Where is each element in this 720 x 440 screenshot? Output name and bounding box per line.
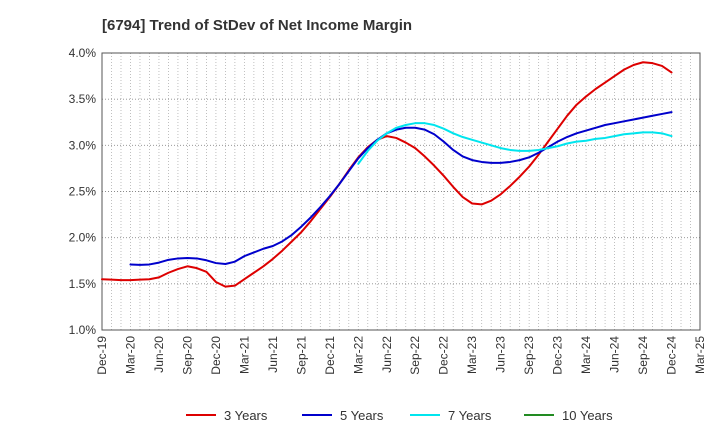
y-tick-label: 1.5% <box>69 277 97 291</box>
x-tick-label: Dec-22 <box>437 336 451 375</box>
chart-title: [6794] Trend of StDev of Net Income Marg… <box>102 17 412 34</box>
series-lines <box>101 61 673 288</box>
x-tick-label: Dec-19 <box>95 336 109 375</box>
y-tick-label: 4.0% <box>69 46 97 60</box>
legend-label: 10 Years <box>562 408 613 423</box>
x-tick-label: Jun-22 <box>380 336 394 373</box>
x-tick-label: Mar-24 <box>579 336 593 374</box>
y-tick-label: 1.0% <box>69 323 97 337</box>
series-line-3-years <box>101 61 673 288</box>
x-tick-label: Sep-21 <box>294 336 308 375</box>
x-tick-label: Dec-24 <box>665 336 679 375</box>
axes: 1.0% 1.5% 2.0% 2.5% 3.0% 3.5% 4.0% Dec-19 Mar-20… <box>69 46 707 375</box>
legend-label: 3 Years <box>224 408 268 423</box>
x-tick-label: Sep-20 <box>180 336 194 375</box>
y-tick-label: 3.0% <box>69 138 97 152</box>
legend: 3 Years 5 Years 7 Years 10 Years <box>186 408 613 423</box>
series-line-5-years <box>129 111 673 266</box>
x-tick-label: Jun-20 <box>152 336 166 373</box>
x-tick-label: Sep-24 <box>636 336 650 375</box>
y-tick-label: 3.5% <box>69 92 97 106</box>
grid <box>101 52 701 331</box>
x-tick-label: Jun-23 <box>494 336 508 373</box>
x-tick-label: Mar-25 <box>693 336 707 374</box>
legend-label: 5 Years <box>340 408 384 423</box>
x-tick-label: Mar-21 <box>237 336 251 374</box>
y-tick-label: 2.5% <box>69 185 97 199</box>
x-tick-label: Jun-24 <box>608 336 622 373</box>
x-tick-label: Mar-22 <box>351 336 365 374</box>
x-tick-label: Mar-23 <box>465 336 479 374</box>
x-tick-label: Dec-20 <box>209 336 223 375</box>
y-tick-label: 2.0% <box>69 231 97 245</box>
x-tick-label: Sep-23 <box>522 336 536 375</box>
x-tick-label: Dec-21 <box>323 336 337 375</box>
x-tick-label: Dec-23 <box>551 336 565 375</box>
legend-label: 7 Years <box>448 408 492 423</box>
series-line-7-years <box>357 122 673 165</box>
x-tick-label: Sep-22 <box>408 336 422 375</box>
plot-frame <box>101 52 701 331</box>
x-tick-label: Mar-20 <box>123 336 137 374</box>
x-tick-label: Jun-21 <box>266 336 280 373</box>
